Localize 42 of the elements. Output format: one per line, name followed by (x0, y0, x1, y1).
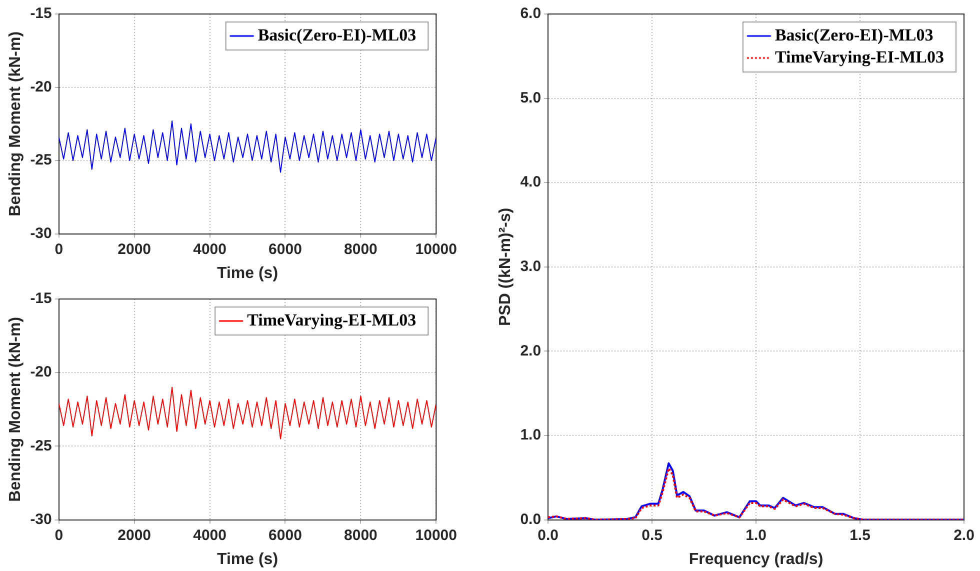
y-tick-label: 6.0 (520, 5, 542, 22)
legend-label: Basic(Zero-EI)-ML03 (258, 25, 416, 44)
y-tick-label: 5.0 (520, 89, 542, 106)
y-tick-label: -30 (30, 224, 52, 242)
y-axis-title: Bending Moment (kN-m) (7, 316, 24, 502)
x-tick-label: 0 (54, 240, 64, 258)
x-tick-label: 2000 (118, 526, 152, 544)
x-tick-label: 8000 (344, 240, 378, 258)
y-axis-title: PSD ((kN-m)²-s) (497, 208, 514, 326)
legend-label: Basic(Zero-EI)-ML03 (774, 25, 934, 44)
x-tick-label: 6000 (268, 240, 302, 258)
x-tick-label: 0 (54, 526, 64, 544)
x-tick-label: 10000 (415, 240, 458, 258)
y-tick-label: 1.0 (520, 426, 542, 444)
y-tick-label: -25 (30, 152, 52, 169)
x-axis-title: Time (s) (216, 550, 278, 568)
y-tick-label: 2.0 (520, 342, 542, 360)
y-tick-label: 0.0 (520, 510, 542, 528)
x-tick-label: 1.5 (850, 526, 870, 544)
legend-label: TimeVarying-EI-ML03 (774, 47, 944, 66)
legend-label: TimeVarying-EI-ML03 (247, 310, 416, 330)
x-tick-label: 4000 (193, 526, 226, 544)
y-tick-label: -20 (30, 364, 52, 381)
y-tick-label: 4.0 (520, 174, 542, 191)
x-tick-label: 1.0 (746, 526, 766, 544)
x-tick-label: 2.0 (954, 526, 974, 544)
x-tick-label: 8000 (344, 526, 378, 544)
y-tick-label: -30 (30, 510, 52, 528)
y-tick-label: 3.0 (520, 258, 542, 276)
x-axis-title: Frequency (rad/s) (688, 550, 824, 568)
y-tick-label: -25 (30, 437, 52, 454)
y-tick-label: -15 (30, 290, 52, 308)
x-tick-label: 4000 (193, 240, 226, 258)
x-tick-label: 6000 (268, 526, 302, 544)
y-tick-label: -20 (30, 78, 52, 96)
x-tick-label: 10000 (415, 526, 458, 544)
x-tick-label: 0.5 (642, 526, 662, 544)
y-axis-title: Bending Moment (kN-m) (7, 31, 24, 216)
x-axis-title: Time (s) (216, 264, 278, 282)
x-tick-label: 2000 (118, 240, 152, 258)
x-tick-label: 0.0 (538, 526, 558, 544)
y-tick-label: -15 (30, 5, 52, 22)
